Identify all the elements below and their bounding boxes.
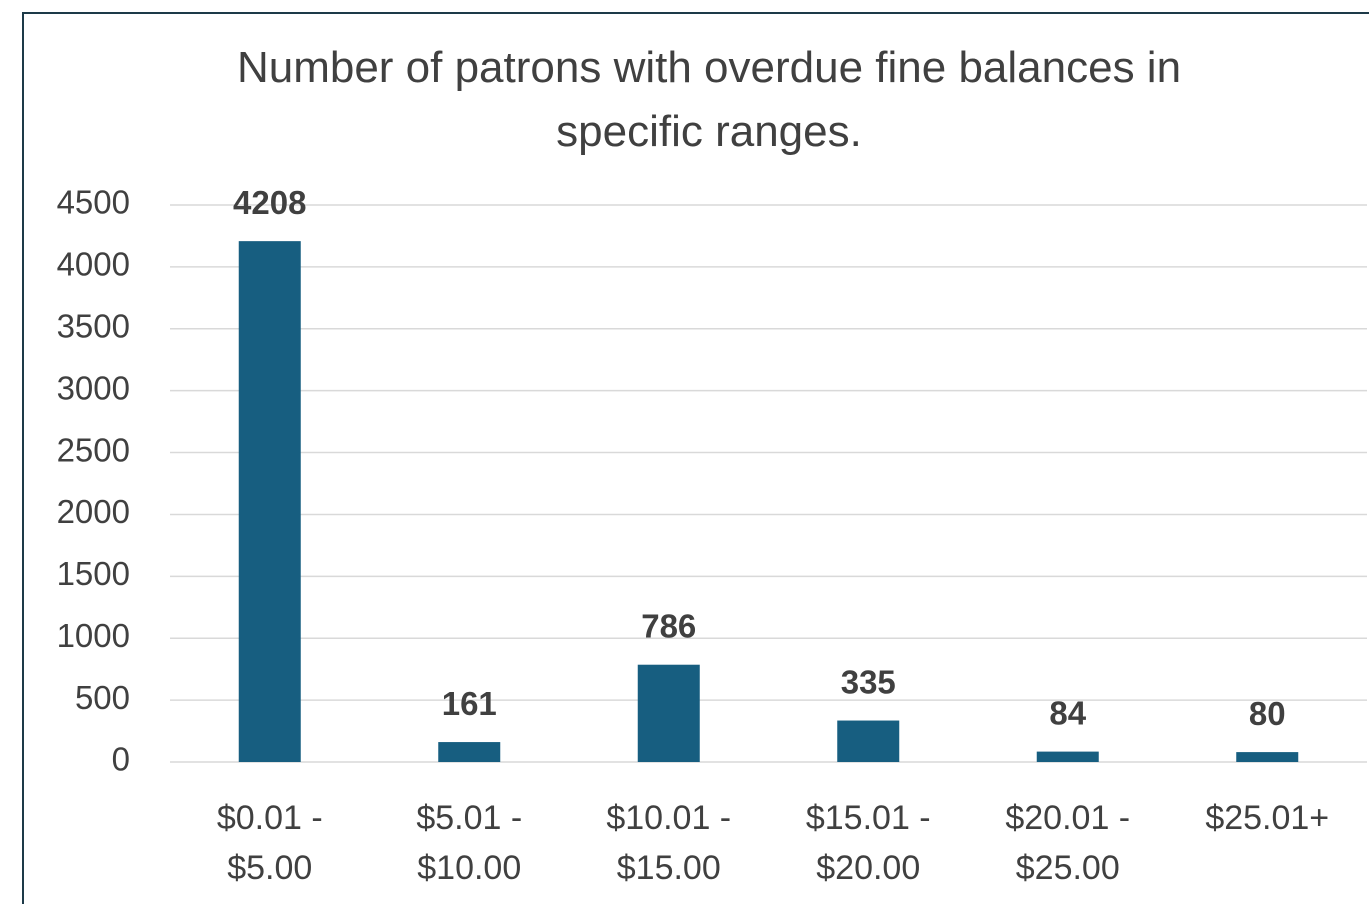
y-tick-label: 1000 — [57, 617, 130, 654]
x-tick-label: $25.01+ — [1205, 799, 1330, 837]
x-tick-label: $20.01 - $25.00 — [1005, 799, 1131, 887]
data-label: 84 — [1049, 694, 1086, 731]
y-tick-label: 4000 — [57, 246, 130, 283]
x-tick-label: $0.01 - $5.00 — [216, 799, 323, 887]
y-tick-label: 2000 — [57, 493, 130, 530]
bar — [837, 720, 900, 762]
data-label: 4208 — [233, 184, 306, 221]
data-label: 335 — [841, 663, 896, 700]
bar — [238, 241, 301, 762]
y-tick-label: 2500 — [57, 431, 130, 468]
data-label: 80 — [1249, 695, 1286, 732]
y-tick-label: 0 — [112, 741, 130, 778]
bar — [1036, 751, 1099, 762]
bar — [1236, 752, 1299, 762]
bar — [438, 742, 501, 762]
y-tick-label: 3000 — [57, 369, 130, 406]
y-tick-label: 1500 — [57, 555, 130, 592]
x-tick-label: $15.01 - $20.00 — [805, 799, 931, 887]
y-tick-label: 500 — [75, 679, 130, 716]
data-label: 161 — [442, 685, 497, 722]
x-tick-label: $5.01 - $10.00 — [416, 799, 523, 887]
bar — [637, 664, 700, 762]
chart-frame — [22, 12, 1369, 904]
y-tick-label: 4500 — [57, 184, 130, 221]
y-tick-label: 3500 — [57, 307, 130, 344]
chart-title: Number of patrons with overdue fine bala… — [236, 43, 1182, 156]
x-tick-label: $10.01 - $15.00 — [606, 799, 732, 887]
data-label: 786 — [641, 607, 696, 644]
